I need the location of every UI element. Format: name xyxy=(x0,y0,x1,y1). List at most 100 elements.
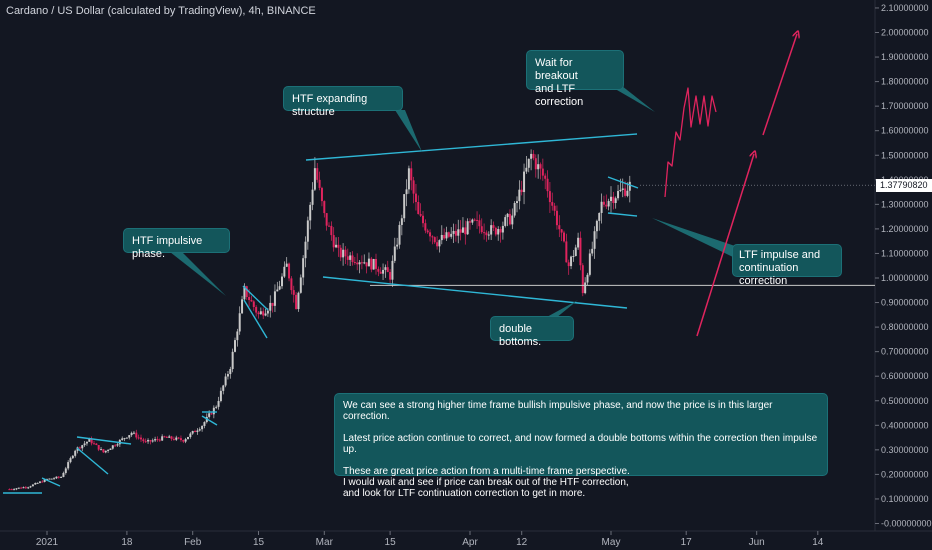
price-tick-label: 0.20000000 xyxy=(881,469,929,479)
candle-body xyxy=(353,262,356,264)
candle-body xyxy=(281,276,283,287)
candle-body xyxy=(471,219,474,223)
candle-body xyxy=(527,158,530,168)
candle-body xyxy=(24,487,27,489)
callout-double-bottoms[interactable]: double bottoms. xyxy=(490,316,574,348)
candle-body xyxy=(602,201,605,205)
candle-body xyxy=(365,262,368,267)
price-tick-label: 2.00000000 xyxy=(881,28,929,38)
candle-body xyxy=(241,299,244,314)
candle-body xyxy=(318,179,321,188)
candle-body xyxy=(100,449,103,451)
candle-body xyxy=(154,439,157,441)
candle-body xyxy=(285,263,288,267)
candle-body xyxy=(375,259,377,269)
candle-body xyxy=(229,369,232,375)
candle-body xyxy=(288,263,291,279)
pointer-htf-expanding xyxy=(395,110,422,152)
candle-body xyxy=(149,440,152,442)
candle-body xyxy=(570,256,573,267)
candle-body xyxy=(560,229,563,233)
candle-body xyxy=(236,331,239,341)
candle-body xyxy=(407,168,410,190)
candle-body xyxy=(403,194,406,219)
callout-ltf-impulse[interactable]: LTF impulse and continuation correction xyxy=(732,244,842,287)
candle-body xyxy=(624,188,627,196)
candle-body xyxy=(523,171,526,193)
candle-body xyxy=(208,413,211,417)
candle-body xyxy=(558,225,561,230)
candles-layer xyxy=(8,149,631,491)
candle-body xyxy=(276,289,279,292)
htf-lower-trendline xyxy=(322,276,628,309)
candle-body xyxy=(135,432,138,438)
candle-body xyxy=(598,212,601,221)
candle-body xyxy=(74,450,77,456)
candle-body xyxy=(57,476,60,478)
callout-wait-for-breakout[interactable]: Wait for breakout and LTF correction xyxy=(526,50,624,108)
candle-body xyxy=(454,230,457,236)
candle-body xyxy=(499,229,502,233)
candle-body xyxy=(175,437,178,440)
candle-body xyxy=(163,436,166,438)
candle-body xyxy=(156,439,159,441)
candle-body xyxy=(478,220,481,227)
wedge-upper-line xyxy=(242,285,269,311)
candle-body xyxy=(116,444,119,446)
candle-body xyxy=(595,220,598,232)
candle-body xyxy=(93,443,95,445)
callout-htf-expanding-structure[interactable]: HTF expanding structure xyxy=(283,86,403,118)
candle-body xyxy=(344,249,347,257)
candle-body xyxy=(219,390,222,402)
ltf-upper-line xyxy=(607,176,639,189)
candle-body xyxy=(90,438,93,444)
candle-body xyxy=(250,300,253,302)
candle-body xyxy=(405,189,408,195)
candle-body xyxy=(273,291,276,306)
candle-body xyxy=(31,484,34,487)
candle-body xyxy=(330,225,333,236)
candle-body xyxy=(532,153,535,159)
candle-body xyxy=(264,313,267,316)
analysis-text-box[interactable]: We can see a strong higher time frame bu… xyxy=(334,393,828,499)
candle-body xyxy=(372,259,375,270)
candle-body xyxy=(579,237,582,266)
price-tick-label: 0.40000000 xyxy=(881,420,929,430)
price-tick-label: 0.30000000 xyxy=(881,445,929,455)
candle-body xyxy=(142,439,145,442)
candle-body xyxy=(64,468,67,473)
candle-body xyxy=(194,431,197,433)
candle-body xyxy=(125,437,128,439)
candle-body xyxy=(412,180,415,194)
candle-body xyxy=(184,439,187,442)
callout-htf-impulsive-phase[interactable]: HTF impulsive phase. xyxy=(123,228,230,260)
candle-body xyxy=(107,449,110,451)
candle-body xyxy=(243,286,246,300)
time-tick-label: 14 xyxy=(812,537,824,548)
candle-body xyxy=(104,450,107,453)
candle-body xyxy=(212,407,215,415)
candle-body xyxy=(295,294,298,310)
candle-body xyxy=(605,204,608,207)
ltf-lower-line xyxy=(607,212,638,217)
candle-body xyxy=(534,158,537,170)
candle-body xyxy=(189,433,192,438)
candle-body xyxy=(581,265,584,294)
candle-body xyxy=(447,232,450,237)
candle-body xyxy=(342,249,345,258)
time-tick-label: 18 xyxy=(121,537,133,548)
candle-body xyxy=(485,232,488,236)
candle-body xyxy=(459,229,462,233)
projection-arrow-2 xyxy=(762,34,797,136)
candle-body xyxy=(217,401,220,407)
candle-body xyxy=(130,432,133,436)
candle-body xyxy=(201,425,204,430)
candle-body xyxy=(83,443,86,446)
candle-body xyxy=(69,458,72,463)
candle-body xyxy=(36,482,39,484)
candle-body xyxy=(10,489,13,491)
candle-body xyxy=(572,256,575,258)
candle-body xyxy=(27,487,30,489)
